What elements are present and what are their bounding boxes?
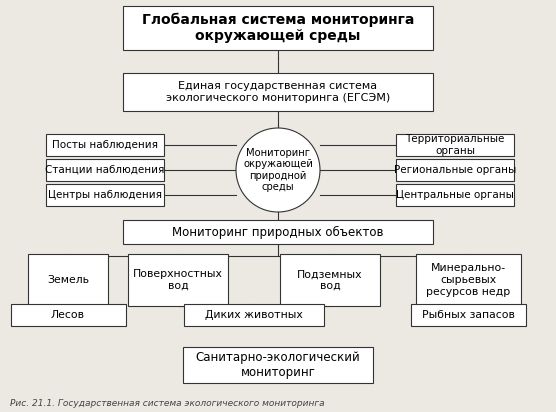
FancyBboxPatch shape: [46, 159, 164, 181]
FancyBboxPatch shape: [280, 254, 380, 306]
Text: Земель: Земель: [47, 275, 89, 285]
Text: Центральные органы: Центральные органы: [396, 190, 514, 200]
Text: Глобальная система мониторинга
окружающей среды: Глобальная система мониторинга окружающе…: [142, 13, 414, 43]
Text: Единая государственная система
экологического мониторинга (ЕГСЭМ): Единая государственная система экологиче…: [166, 81, 390, 103]
FancyBboxPatch shape: [415, 254, 520, 306]
FancyBboxPatch shape: [11, 304, 126, 326]
FancyBboxPatch shape: [123, 220, 433, 244]
Text: Региональные органы: Региональные органы: [394, 165, 516, 175]
Circle shape: [236, 128, 320, 212]
Text: Территориальные
органы: Территориальные органы: [405, 134, 505, 156]
FancyBboxPatch shape: [28, 254, 108, 306]
Text: Мониторинг
окружающей
природной
среды: Мониторинг окружающей природной среды: [243, 147, 313, 192]
Text: Посты наблюдения: Посты наблюдения: [52, 140, 158, 150]
Text: Центры наблюдения: Центры наблюдения: [48, 190, 162, 200]
FancyBboxPatch shape: [46, 134, 164, 156]
Text: Поверхностных
вод: Поверхностных вод: [133, 269, 223, 291]
FancyBboxPatch shape: [396, 134, 514, 156]
FancyBboxPatch shape: [396, 184, 514, 206]
FancyBboxPatch shape: [123, 6, 433, 50]
Text: Лесов: Лесов: [51, 310, 85, 320]
Text: Мониторинг природных объектов: Мониторинг природных объектов: [172, 225, 384, 239]
FancyBboxPatch shape: [128, 254, 228, 306]
FancyBboxPatch shape: [123, 73, 433, 111]
FancyBboxPatch shape: [184, 304, 324, 326]
Text: Минерально-
сырьевых
ресурсов недр: Минерально- сырьевых ресурсов недр: [426, 263, 510, 297]
FancyBboxPatch shape: [183, 347, 373, 383]
Text: Санитарно-экологический
мониторинг: Санитарно-экологический мониторинг: [196, 351, 360, 379]
FancyBboxPatch shape: [410, 304, 525, 326]
Text: Диких животных: Диких животных: [205, 310, 303, 320]
Text: Рис. 21.1. Государственная система экологического мониторинга: Рис. 21.1. Государственная система эколо…: [10, 398, 325, 407]
FancyBboxPatch shape: [46, 184, 164, 206]
Text: Станции наблюдения: Станции наблюдения: [45, 165, 165, 175]
Text: Подземных
вод: Подземных вод: [297, 269, 363, 291]
Text: Рыбных запасов: Рыбных запасов: [421, 310, 514, 320]
FancyBboxPatch shape: [396, 159, 514, 181]
